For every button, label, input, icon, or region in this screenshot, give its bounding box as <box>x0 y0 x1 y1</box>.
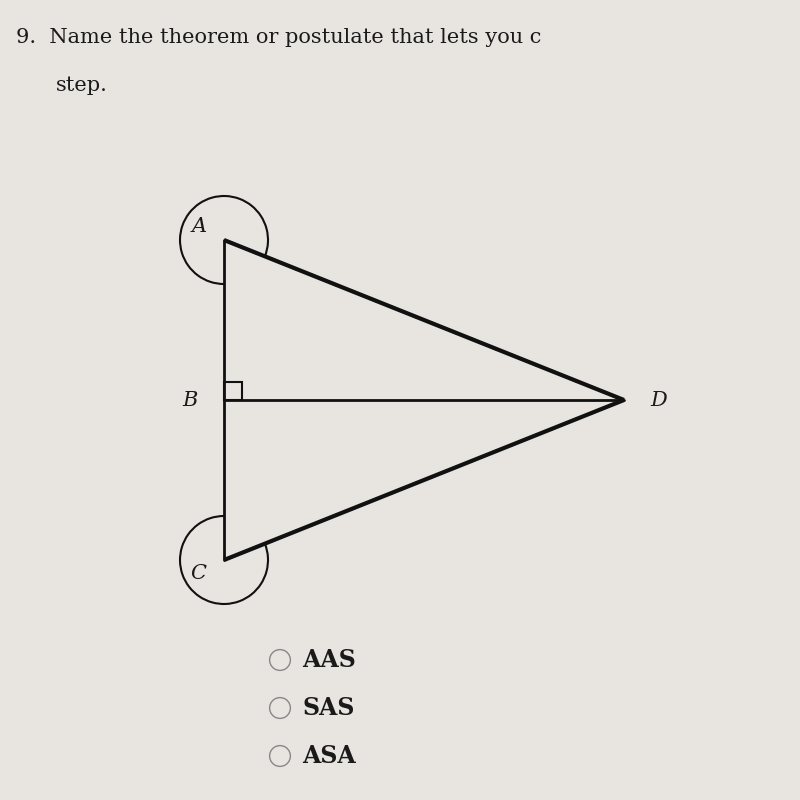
Text: 9.  Name the theorem or postulate that lets you c: 9. Name the theorem or postulate that le… <box>16 28 542 47</box>
Text: step.: step. <box>56 76 108 95</box>
Text: AAS: AAS <box>302 648 356 672</box>
Text: D: D <box>650 390 667 410</box>
Text: ASA: ASA <box>302 744 356 768</box>
Text: C: C <box>190 564 206 583</box>
Text: SAS: SAS <box>302 696 354 720</box>
Bar <box>224 382 242 400</box>
Text: B: B <box>182 390 198 410</box>
Text: A: A <box>191 217 206 236</box>
